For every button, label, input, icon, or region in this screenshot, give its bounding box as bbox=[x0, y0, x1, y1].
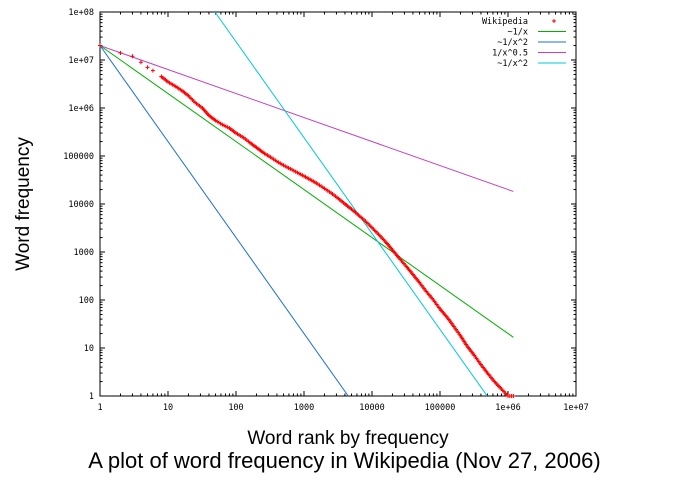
y-tick-label: 100000 bbox=[63, 152, 94, 162]
x-tick-label: 1000 bbox=[294, 403, 314, 413]
y-tick-label: 1e+06 bbox=[68, 104, 94, 114]
wikipedia-point bbox=[118, 50, 123, 55]
wikipedia-point bbox=[511, 394, 516, 398]
y-tick-label: 1 bbox=[89, 392, 94, 402]
wikipedia-point bbox=[130, 54, 135, 59]
legend-label: 1/x^0.5 bbox=[492, 49, 528, 59]
legend-label: ~1/x bbox=[508, 28, 528, 38]
figure-caption: A plot of word frequency in Wikipedia (N… bbox=[88, 448, 601, 473]
y-tick-label: 10000 bbox=[68, 200, 94, 210]
x-tick-label: 1 bbox=[97, 403, 102, 413]
y-tick-label: 10 bbox=[84, 344, 94, 354]
series-line-1-x-0-5-3 bbox=[100, 45, 514, 192]
reference-lines bbox=[100, 12, 514, 396]
y-axis-label: Word frequency bbox=[13, 137, 34, 271]
wikipedia-point bbox=[98, 43, 102, 48]
wikipedia-point bbox=[150, 68, 155, 73]
x-axis-label: Word rank by frequency bbox=[247, 428, 449, 449]
legend-swatch-wikipedia bbox=[552, 19, 556, 23]
x-tick-label: 1e+06 bbox=[495, 403, 521, 413]
y-tick-label: 1e+07 bbox=[68, 56, 94, 66]
x-tick-label: 10000 bbox=[359, 403, 385, 413]
plot-frame bbox=[99, 11, 577, 397]
axis-ticks: 1 10 100 1000 10000 100000 1e+06 1e+07 1 10 100 100… bbox=[63, 8, 589, 413]
y-tick-label: 1e+08 bbox=[68, 8, 94, 18]
legend-label: Wikipedia bbox=[482, 17, 528, 27]
x-tick-label: 10 bbox=[163, 403, 173, 413]
wikipedia-point bbox=[145, 65, 150, 70]
y-tick-label: 100 bbox=[79, 296, 94, 306]
legend-label: ~1/x^2 bbox=[497, 38, 528, 48]
x-tick-label: 100 bbox=[228, 403, 243, 413]
x-tick-label: 1e+07 bbox=[563, 403, 589, 413]
x-tick-label: 100000 bbox=[425, 403, 456, 413]
wikipedia-point bbox=[138, 60, 143, 65]
legend: Wikipedia~1/x~1/x^21/x^0.5~1/x^2 bbox=[482, 17, 566, 69]
y-tick-label: 1000 bbox=[74, 248, 94, 258]
legend-label: ~1/x^2 bbox=[497, 59, 528, 69]
wikipedia-points bbox=[98, 43, 516, 398]
series-line-1-x-2-2 bbox=[100, 45, 349, 396]
series-line-1-x-1 bbox=[100, 45, 514, 338]
